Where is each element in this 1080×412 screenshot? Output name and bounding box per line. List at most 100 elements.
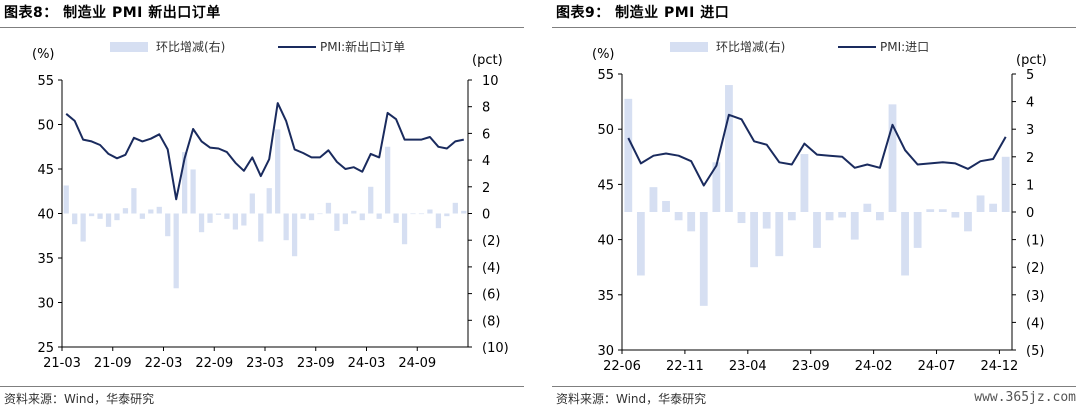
- source-divider: [0, 386, 524, 387]
- left-tick-label: 35: [597, 289, 614, 304]
- bar: [850, 212, 859, 240]
- right-tick-label: 0: [1026, 206, 1034, 221]
- x-tick-label: 22-09: [195, 356, 233, 371]
- bar: [435, 213, 442, 229]
- bar: [249, 193, 255, 214]
- bar: [401, 213, 408, 245]
- source-note: 资料来源：Wind，华泰研究: [4, 392, 155, 406]
- bar: [308, 213, 315, 221]
- legend: 环比增减(右) PMI:进口: [670, 39, 929, 54]
- left-tick-label: 30: [597, 344, 614, 359]
- x-tick-label: 21-03: [43, 356, 81, 371]
- bar: [88, 213, 95, 217]
- bar: [207, 213, 213, 223]
- bar: [139, 213, 145, 219]
- bar: [1001, 156, 1010, 212]
- right-tick-label: 0: [482, 208, 490, 223]
- bar: [762, 212, 771, 229]
- right-tick-label: (6): [482, 288, 500, 303]
- bar: [114, 213, 120, 221]
- bar: [165, 213, 171, 237]
- bar: [105, 213, 112, 227]
- bar: [300, 213, 306, 219]
- bar: [275, 129, 281, 214]
- bar: [989, 203, 998, 212]
- bar: [624, 98, 633, 212]
- bar: [699, 212, 708, 306]
- bar: [725, 85, 733, 212]
- legend-bar-swatch: [110, 42, 148, 52]
- bar: [876, 212, 884, 221]
- left-tick-label: 40: [597, 234, 614, 249]
- bar: [964, 212, 972, 232]
- pmi-line: [627, 113, 1007, 187]
- bar: [258, 213, 264, 242]
- right-tick-label: 8: [482, 101, 490, 116]
- bar: [325, 202, 332, 214]
- bar: [215, 213, 222, 215]
- left-axis-unit: (%): [592, 47, 615, 62]
- legend-line-label: PMI:进口: [880, 40, 929, 54]
- legend-bar-label: 环比增减(右): [716, 39, 785, 54]
- left-tick-label: 55: [37, 74, 54, 89]
- right-tick-label: (2): [1026, 261, 1044, 276]
- right-axis-unit: (pct): [472, 53, 503, 68]
- right-tick-label: 4: [1026, 96, 1034, 111]
- bar: [317, 213, 323, 215]
- bar: [938, 209, 947, 212]
- x-tick-label: 22-11: [666, 359, 704, 374]
- x-tick-label: 23-09: [297, 356, 335, 371]
- right-tick-label: 1: [1026, 178, 1034, 193]
- bar: [80, 213, 86, 242]
- chart-panel-export-orders: 图表8： 制造业 PMI 新出口订单 环比增减(右) PMI:新出口订单 (%) (p…: [0, 0, 528, 412]
- right-tick-label: 2: [482, 181, 490, 196]
- legend-line-label: PMI:新出口订单: [320, 39, 405, 54]
- bar: [351, 210, 357, 214]
- bar: [266, 188, 272, 214]
- right-tick-label: 5: [1026, 68, 1034, 83]
- right-tick-label: 6: [482, 127, 490, 142]
- title-divider: [0, 27, 524, 28]
- source-note: 资料来源：Wind，华泰研究: [556, 392, 707, 406]
- x-tick-label: 23-03: [246, 356, 284, 371]
- right-tick-label: (10): [482, 341, 509, 356]
- right-tick-label: 10: [482, 74, 499, 89]
- bar: [410, 213, 416, 215]
- bar: [926, 209, 935, 212]
- bar: [368, 186, 374, 214]
- bar: [122, 208, 129, 214]
- bar: [838, 212, 847, 218]
- bar: [787, 212, 796, 221]
- x-tick-label: 24-12: [981, 359, 1019, 374]
- bar: [72, 213, 78, 225]
- bar: [888, 104, 897, 212]
- left-tick-label: 35: [37, 252, 54, 267]
- bar: [913, 212, 922, 248]
- bar: [427, 209, 433, 214]
- pmi-line: [65, 102, 465, 201]
- bar: [737, 212, 746, 224]
- right-tick-label: (1): [1026, 234, 1044, 249]
- left-tick-label: 50: [37, 119, 54, 134]
- bar: [825, 212, 834, 221]
- x-tick-label: 24-02: [855, 359, 893, 374]
- bar: [334, 213, 340, 231]
- right-tick-label: 3: [1026, 123, 1034, 138]
- bar: [951, 212, 960, 218]
- legend-bar-swatch: [670, 42, 708, 52]
- legend-bar-label: 环比增减(右): [156, 39, 225, 54]
- bar: [283, 213, 289, 241]
- right-tick-label: (2): [482, 234, 500, 249]
- left-axis-unit: (%): [32, 47, 55, 62]
- bar: [156, 206, 162, 214]
- left-tick-label: 30: [37, 297, 54, 312]
- bar: [198, 213, 205, 233]
- chart-title: 图表9： 制造业 PMI 进口: [556, 5, 730, 21]
- right-axis-unit: (pct): [1016, 53, 1047, 68]
- chart-panel-imports: 图表9： 制造业 PMI 进口 环比增减(右) PMI:进口 (%) (pct) 30 3…: [552, 0, 1080, 412]
- bar: [359, 213, 365, 221]
- bar: [687, 212, 696, 232]
- bar: [224, 213, 230, 219]
- bar: [418, 213, 425, 215]
- bar: [461, 210, 467, 214]
